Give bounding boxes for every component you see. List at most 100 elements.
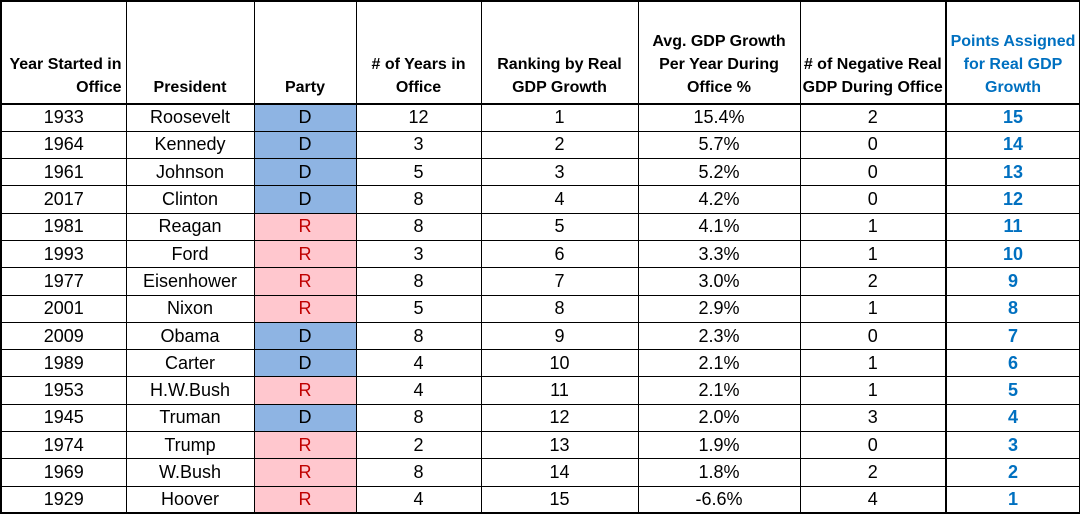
- table-row: 1945 Truman D 8 12 2.0% 3 4: [0, 403, 1080, 433]
- party-cell: R: [253, 294, 357, 323]
- ranking-cell: 3: [480, 158, 639, 187]
- avg-gdp-cell: 15.4%: [637, 103, 801, 132]
- year-cell: 1964: [0, 130, 127, 160]
- header-ranking: Ranking by Real GDP Growth: [480, 0, 639, 105]
- table-row: 1961 Johnson D 5 3 5.2% 0 13: [0, 158, 1080, 187]
- years-in-office-cell: 5: [355, 294, 482, 323]
- table-row: 2001 Nixon R 5 8 2.9% 1 8: [0, 294, 1080, 323]
- ranking-cell: 7: [480, 267, 639, 296]
- points-cell: 14: [945, 130, 1080, 160]
- party-cell: D: [253, 349, 357, 378]
- table-row: 1974 Trump R 2 13 1.9% 0 3: [0, 431, 1080, 460]
- avg-gdp-cell: 3.3%: [637, 239, 801, 269]
- president-cell: Obama: [125, 321, 255, 351]
- president-cell: Reagan: [125, 212, 255, 241]
- year-cell: 1981: [0, 212, 127, 241]
- header-party: Party: [253, 0, 357, 105]
- points-cell: 6: [945, 349, 1080, 378]
- header-points: Points Assigned for Real GDP Growth: [945, 0, 1080, 105]
- avg-gdp-cell: 2.1%: [637, 376, 801, 405]
- negative-gdp-cell: 0: [799, 321, 947, 351]
- year-cell: 1989: [0, 349, 127, 378]
- president-cell: Nixon: [125, 294, 255, 323]
- header-years-in-office: # of Years in Office: [355, 0, 482, 105]
- table-row: 1989 Carter D 4 10 2.1% 1 6: [0, 349, 1080, 378]
- president-cell: Truman: [125, 403, 255, 433]
- ranking-cell: 11: [480, 376, 639, 405]
- negative-gdp-cell: 0: [799, 158, 947, 187]
- negative-gdp-cell: 1: [799, 294, 947, 323]
- president-cell: Johnson: [125, 158, 255, 187]
- ranking-cell: 4: [480, 185, 639, 214]
- avg-gdp-cell: 2.9%: [637, 294, 801, 323]
- negative-gdp-cell: 2: [799, 267, 947, 296]
- negative-gdp-cell: 1: [799, 239, 947, 269]
- years-in-office-cell: 4: [355, 349, 482, 378]
- table-row: 1933 Roosevelt D 12 1 15.4% 2 15: [0, 103, 1080, 132]
- points-cell: 2: [945, 458, 1080, 487]
- avg-gdp-cell: -6.6%: [637, 485, 801, 514]
- party-cell: D: [253, 158, 357, 187]
- header-row: Year Started in Office President Party #…: [0, 0, 1080, 105]
- president-cell: Trump: [125, 431, 255, 460]
- years-in-office-cell: 8: [355, 403, 482, 433]
- table-row: 1929 Hoover R 4 15 -6.6% 4 1: [0, 485, 1080, 514]
- years-in-office-cell: 4: [355, 376, 482, 405]
- table-row: 2017 Clinton D 8 4 4.2% 0 12: [0, 185, 1080, 214]
- avg-gdp-cell: 1.9%: [637, 431, 801, 460]
- table-row: 2009 Obama D 8 9 2.3% 0 7: [0, 321, 1080, 351]
- president-cell: Eisenhower: [125, 267, 255, 296]
- ranking-cell: 2: [480, 130, 639, 160]
- president-cell: Kennedy: [125, 130, 255, 160]
- party-cell: D: [253, 185, 357, 214]
- party-cell: D: [253, 321, 357, 351]
- party-cell: R: [253, 485, 357, 514]
- avg-gdp-cell: 3.0%: [637, 267, 801, 296]
- ranking-cell: 1: [480, 103, 639, 132]
- points-cell: 1: [945, 485, 1080, 514]
- points-cell: 13: [945, 158, 1080, 187]
- ranking-cell: 8: [480, 294, 639, 323]
- years-in-office-cell: 3: [355, 239, 482, 269]
- table-row: 1953 H.W.Bush R 4 11 2.1% 1 5: [0, 376, 1080, 405]
- negative-gdp-cell: 3: [799, 403, 947, 433]
- table-row: 1981 Reagan R 8 5 4.1% 1 11: [0, 212, 1080, 241]
- table-row: 1964 Kennedy D 3 2 5.7% 0 14: [0, 130, 1080, 160]
- header-president: President: [125, 0, 255, 105]
- year-cell: 1953: [0, 376, 127, 405]
- points-cell: 15: [945, 103, 1080, 132]
- party-cell: D: [253, 103, 357, 132]
- ranking-cell: 10: [480, 349, 639, 378]
- year-cell: 2009: [0, 321, 127, 351]
- ranking-cell: 13: [480, 431, 639, 460]
- president-cell: Carter: [125, 349, 255, 378]
- points-cell: 7: [945, 321, 1080, 351]
- avg-gdp-cell: 5.2%: [637, 158, 801, 187]
- avg-gdp-cell: 2.1%: [637, 349, 801, 378]
- negative-gdp-cell: 1: [799, 376, 947, 405]
- negative-gdp-cell: 1: [799, 212, 947, 241]
- points-cell: 10: [945, 239, 1080, 269]
- avg-gdp-cell: 4.1%: [637, 212, 801, 241]
- party-cell: R: [253, 239, 357, 269]
- points-cell: 4: [945, 403, 1080, 433]
- president-cell: Hoover: [125, 485, 255, 514]
- points-cell: 9: [945, 267, 1080, 296]
- avg-gdp-cell: 4.2%: [637, 185, 801, 214]
- table-body: 1933 Roosevelt D 12 1 15.4% 2 15 1964 Kennedy D 3 2 5…: [0, 103, 1080, 514]
- header-year: Year Started in Office: [0, 0, 127, 105]
- avg-gdp-cell: 1.8%: [637, 458, 801, 487]
- years-in-office-cell: 8: [355, 321, 482, 351]
- party-cell: R: [253, 431, 357, 460]
- years-in-office-cell: 5: [355, 158, 482, 187]
- party-cell: R: [253, 267, 357, 296]
- negative-gdp-cell: 0: [799, 185, 947, 214]
- years-in-office-cell: 2: [355, 431, 482, 460]
- header-avg-gdp: Avg. GDP Growth Per Year During Office %: [637, 0, 801, 105]
- year-cell: 1977: [0, 267, 127, 296]
- year-cell: 2001: [0, 294, 127, 323]
- ranking-cell: 6: [480, 239, 639, 269]
- avg-gdp-cell: 5.7%: [637, 130, 801, 160]
- avg-gdp-cell: 2.3%: [637, 321, 801, 351]
